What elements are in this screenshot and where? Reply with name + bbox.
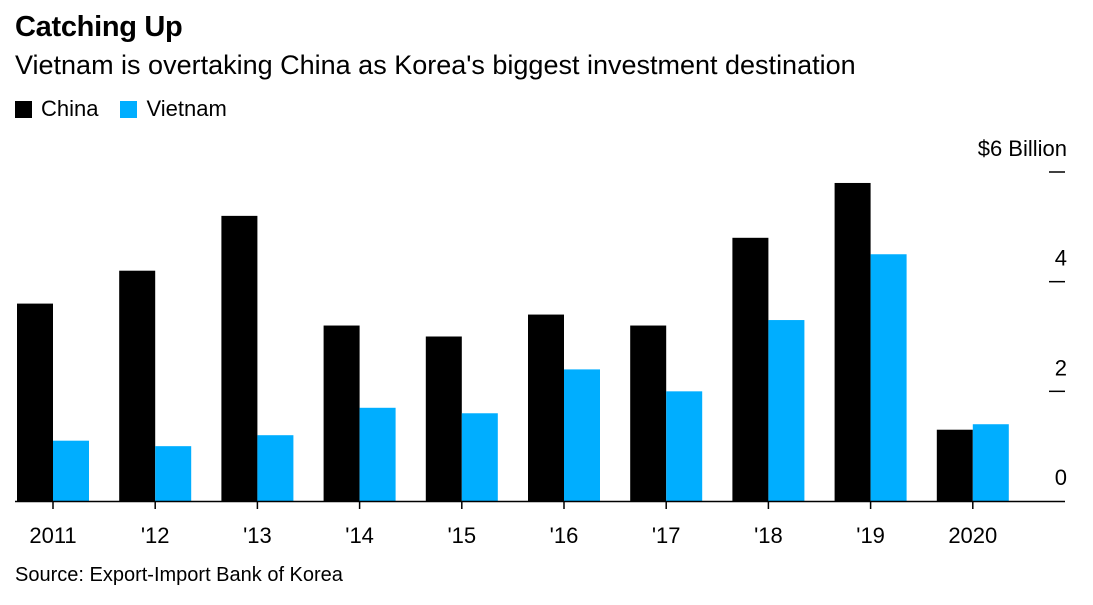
bar-vietnam-5 (564, 369, 600, 501)
bar-vietnam-1 (155, 446, 192, 501)
bar-china-2 (221, 215, 258, 501)
x-tick-label-7: '18 (754, 523, 783, 548)
legend-swatch-vietnam (120, 100, 138, 118)
legend-item-vietnam: Vietnam (120, 96, 227, 122)
x-tick-label-2: '13 (243, 523, 272, 548)
bar-vietnam-0 (53, 440, 89, 501)
x-tick-label-6: '17 (652, 523, 681, 548)
bar-china-1 (119, 270, 156, 501)
legend-label-vietnam: Vietnam (146, 96, 227, 121)
x-tick-label-8: '19 (856, 523, 885, 548)
y-tick-label-3: $6 Billion (978, 136, 1067, 161)
bar-vietnam-4 (461, 413, 498, 501)
x-tick-label-4: '15 (447, 523, 476, 548)
x-tick-label-9: 2020 (948, 523, 997, 548)
x-tick-label-0: 2011 (29, 523, 76, 548)
x-tick-label-3: '14 (345, 523, 374, 548)
y-tick-label-2: 4 (1055, 246, 1067, 271)
y-tick-label-0: 0 (1055, 465, 1067, 490)
bar-china-6 (630, 325, 667, 501)
bar-china-9 (936, 429, 973, 501)
legend-item-china: China (15, 96, 98, 122)
bar-vietnam-6 (666, 391, 703, 501)
bar-vietnam-7 (768, 320, 805, 501)
chart-title: Catching Up (15, 11, 183, 43)
x-tick-label-1: '12 (141, 523, 170, 548)
x-tick-label-5: '16 (550, 523, 579, 548)
bar-china-3 (323, 325, 360, 501)
y-tick-label-1: 2 (1055, 355, 1067, 380)
bar-vietnam-9 (972, 424, 1009, 501)
bar-vietnam-2 (257, 435, 294, 501)
bar-china-7 (732, 237, 769, 502)
bar-vietnam-8 (870, 254, 907, 501)
bar-china-5 (528, 314, 564, 501)
bar-china-4 (425, 336, 462, 501)
bar-china-0 (17, 303, 53, 501)
legend: China Vietnam (15, 96, 249, 122)
legend-swatch-china (15, 100, 32, 118)
legend-label-china: China (41, 96, 99, 121)
bar-china-8 (834, 182, 871, 501)
bar-vietnam-3 (359, 407, 396, 501)
source-note: Source: Export-Import Bank of Korea (15, 564, 343, 586)
chart-subtitle: Vietnam is overtaking China as Korea's b… (15, 50, 856, 80)
